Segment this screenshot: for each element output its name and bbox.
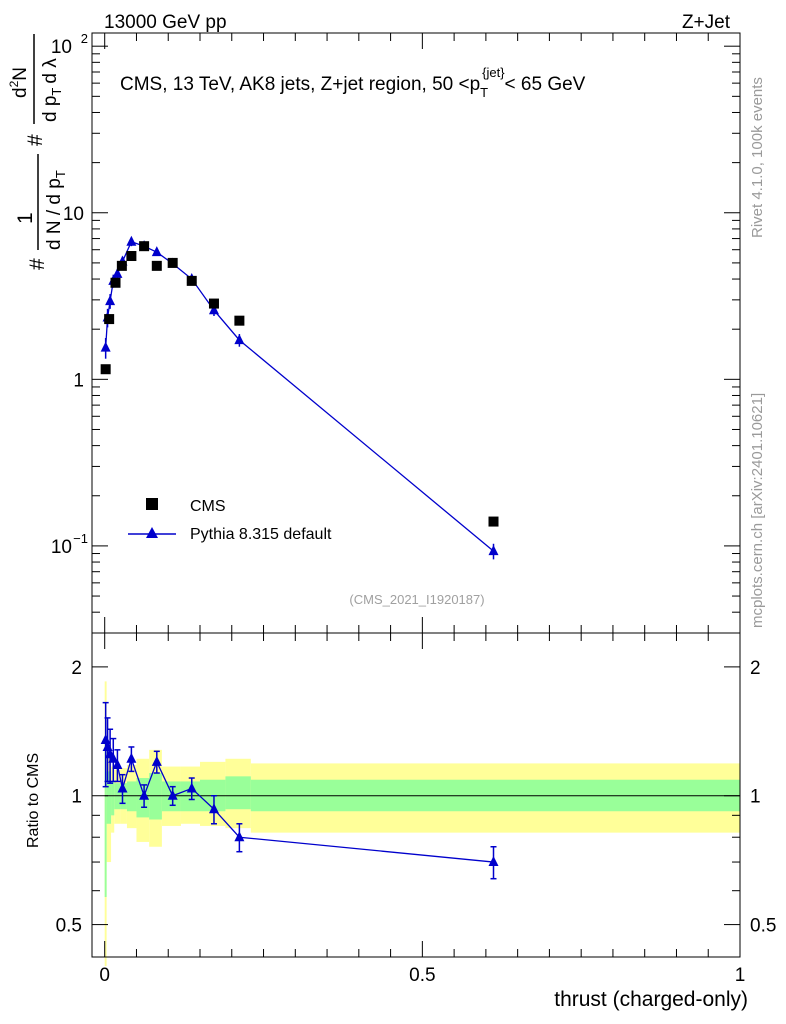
cms-point [126,251,137,262]
cms-point [186,275,197,286]
ratio-point [108,752,119,763]
ratio-band-inner [106,771,112,824]
pythia-point [234,334,245,345]
ratio-point [117,782,128,793]
ratio-ytick-label: 0.5 [56,916,82,937]
cms-point [139,241,150,252]
main-ytick-label-exp: 10 [51,537,72,558]
legend-marker-pythia [146,527,158,538]
pythia-point [151,246,162,257]
legend-marker-cms [146,498,158,510]
cms-point [167,257,178,268]
cms-point [104,314,115,325]
ratio-band-inner [126,781,137,812]
analysis-watermark: (CMS_2021_I1920187) [349,592,484,607]
svg-text:d N / d pT: d N / d pT [44,170,68,250]
ratio-band-inner [104,735,107,897]
ratio-xtick-label: 1 [735,965,746,986]
ratio-point [208,803,219,814]
ratio-xtick-label: 0.5 [409,965,435,986]
legend-label-cms: CMS [190,498,226,515]
cms-point [208,298,219,309]
ratio-point [139,789,150,800]
ratio-band-inner [180,781,200,812]
ratio-ylabel: Ratio to CMS [25,753,42,848]
ratio-point [151,755,162,766]
ratio-frame [91,632,741,958]
svg-text:#: # [26,258,49,270]
cms-point [110,277,121,288]
ratio-point [126,752,137,763]
ratio-band-inner [111,781,115,816]
main-ytick-label-exp-power: −1 [73,531,88,546]
pythia-point [488,545,499,556]
main-frame [91,32,741,634]
pythia-point [105,295,116,306]
main-ytick-label-exp: 10 [51,37,72,58]
cms-point [488,516,499,527]
pythia-point [208,304,219,315]
ratio-ytick-label: 1 [71,787,82,808]
svg-text:d2N: d2N [7,67,31,98]
main-ylabel: # 1 d N / d pT # d2N d pTd λ [7,34,68,270]
ratio-point [186,782,197,793]
cms-point [151,260,162,271]
cms-point [116,260,127,271]
rivet-version-text: Rivet 4.1.0, 100k events [749,77,766,238]
legend: CMS Pythia 8.315 default [128,498,332,543]
ratio-band-inner [149,773,162,820]
ratio-band-inner [225,776,251,810]
header-right: Z+Jet [682,12,731,33]
svg-text:d pTd λ: d pTd λ [40,58,64,122]
main-ytick-label: 1 [73,370,84,391]
ratio-ytick-label: 2 [71,658,82,679]
svg-text:#: # [24,134,47,146]
pythia-line [105,240,494,552]
legend-label-pythia: Pythia 8.315 default [190,526,332,543]
x-axis-label: thrust (charged-only) [554,988,748,1011]
ratio-plot: 2 2 1 1 0.5 0.5 0 0.5 1 [56,632,776,986]
main-ytick-label: 10 [63,204,84,225]
ratio-xtick-label: 0 [99,965,110,986]
main-ytick-label-exp-power: 2 [81,31,88,46]
header-left: 13000 GeV pp [104,12,227,33]
ratio-ytick-label-right: 2 [750,658,761,679]
ratio-point [488,856,499,867]
ratio-point [234,831,245,842]
cms-point [234,315,245,326]
mcplots-source-text: mcplots.cern.ch [arXiv:2401.10621] [749,393,766,628]
ratio-point [167,789,178,800]
cms-point [100,364,111,375]
ratio-point [112,758,123,769]
pythia-point [100,341,111,352]
pythia-point [112,267,123,278]
svg-text:1: 1 [14,212,37,224]
pythia-point [126,235,137,246]
ratio-ytick-label-right: 0.5 [750,916,776,937]
ratio-ytick-label-right: 1 [750,787,761,808]
plot-title: CMS, 13 TeV, AK8 jets, Z+jet region, 50 … [120,65,586,100]
ratio-point [100,733,111,744]
